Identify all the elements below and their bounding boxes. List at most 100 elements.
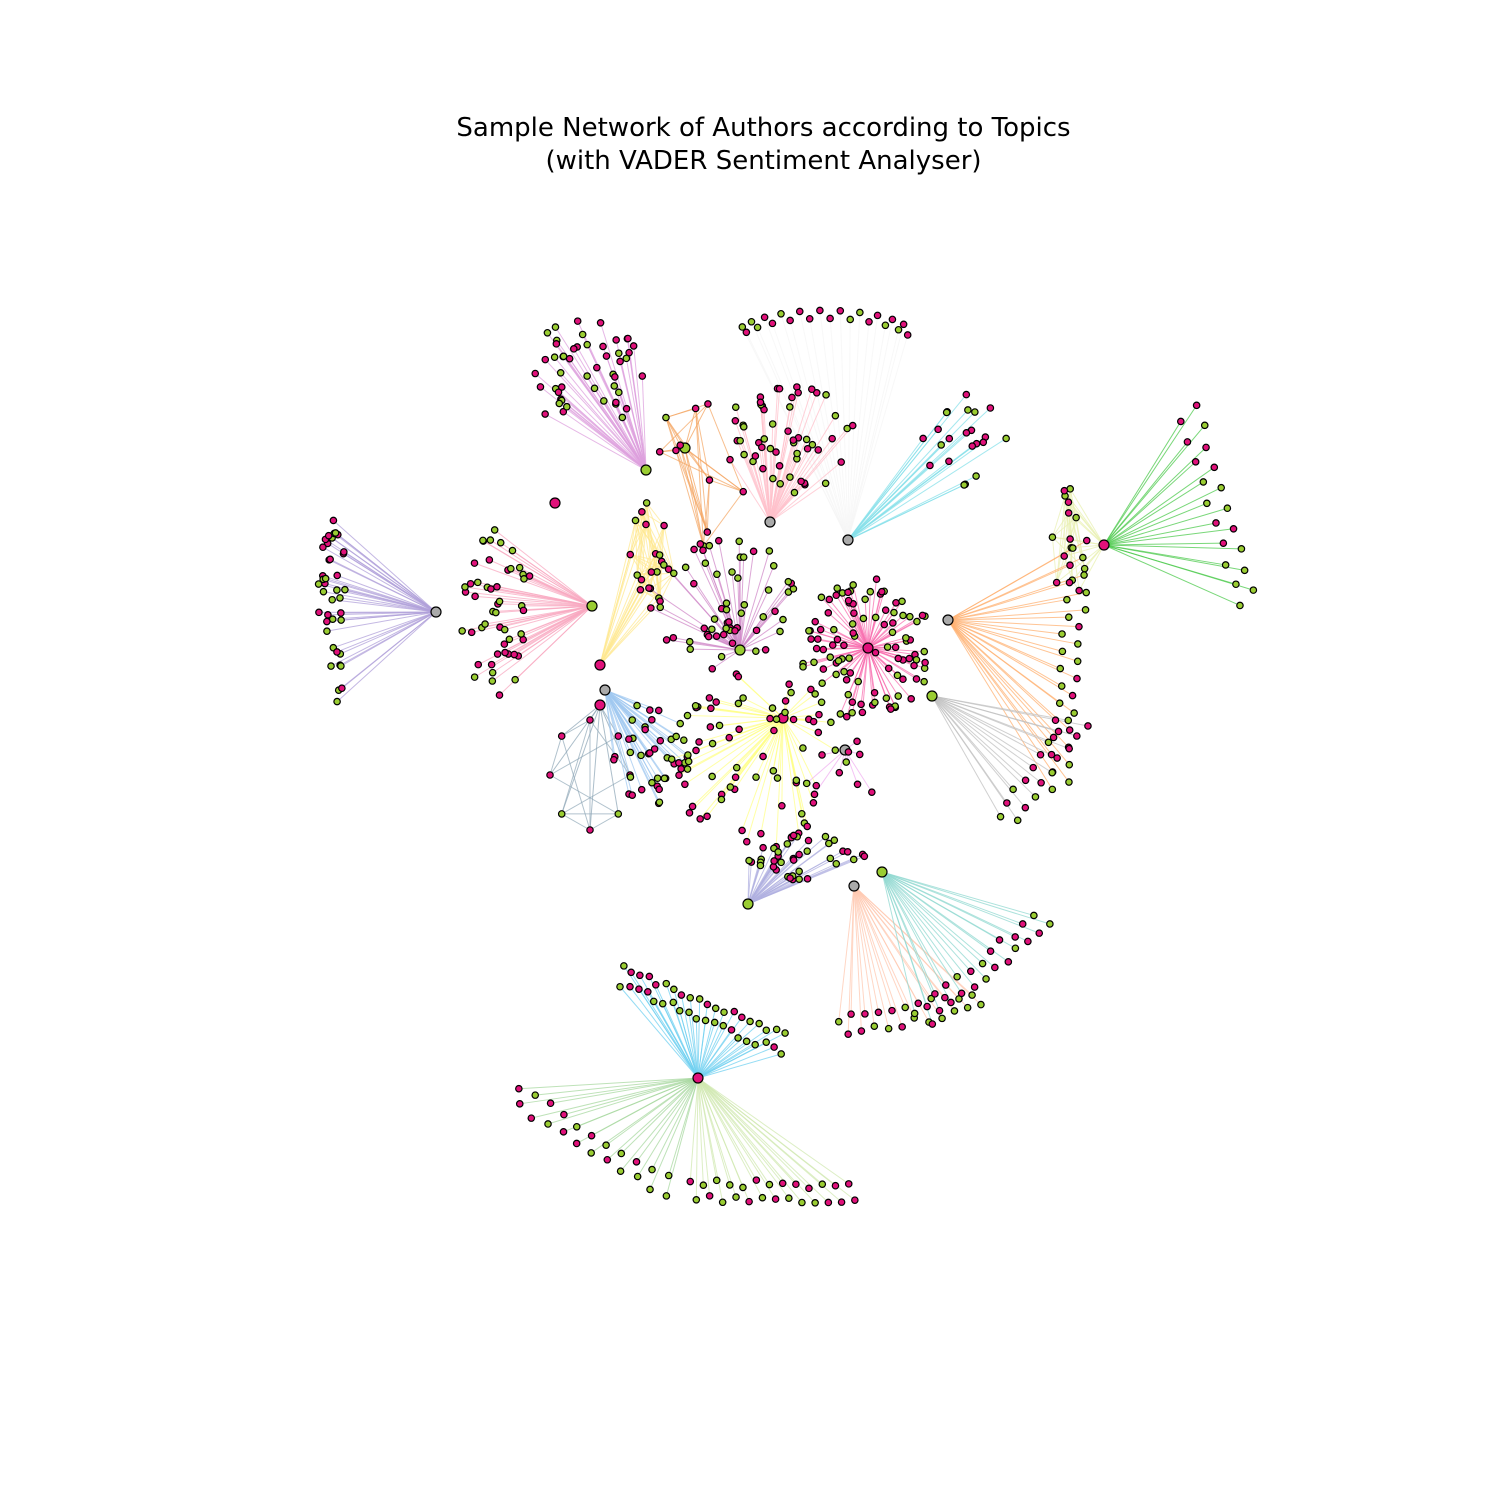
author-node [625, 735, 633, 743]
topic-edge [322, 546, 437, 613]
topic-edge [769, 392, 799, 523]
topic-edge [697, 1077, 763, 1198]
author-node [333, 571, 342, 580]
topic-edge [668, 1077, 699, 1176]
author-node [531, 369, 540, 378]
topic-edge [679, 1010, 699, 1079]
topic-edge [709, 697, 784, 719]
author-node [1229, 525, 1238, 533]
topic-edge [604, 689, 677, 737]
topic-edge [697, 1077, 829, 1203]
author-node [726, 783, 735, 791]
author-node [831, 746, 840, 754]
topic-edge [867, 637, 906, 649]
author-node [573, 317, 582, 325]
author-node [1057, 682, 1066, 690]
author-node [945, 434, 954, 443]
topic-edge [340, 611, 437, 614]
author-node [739, 423, 748, 431]
author-node [543, 328, 552, 337]
author-node [760, 313, 769, 322]
author-node [843, 848, 852, 856]
author-node [559, 352, 568, 361]
topic-edge [629, 511, 643, 555]
topic-edge [739, 631, 781, 651]
author-node [616, 982, 624, 991]
author-node [850, 609, 858, 617]
author-node [810, 658, 818, 667]
author-node [1046, 920, 1054, 928]
topic-edge [646, 502, 665, 526]
topic-edge [867, 647, 899, 697]
author-node [941, 993, 949, 1002]
topic-edge [853, 885, 906, 1008]
topic-edge [747, 860, 750, 905]
author-node [814, 728, 823, 737]
topic-hub-node [734, 644, 746, 656]
topic-edge [931, 695, 1058, 759]
topic-edge [606, 1077, 699, 1161]
author-node [739, 487, 748, 496]
author-node [848, 698, 857, 706]
chart-title: Sample Network of Authors according to T… [0, 112, 1500, 178]
topic-edge [782, 717, 836, 751]
author-node [760, 435, 769, 443]
topic-edge [789, 320, 849, 541]
author-node [769, 561, 778, 570]
topic-edge [712, 717, 784, 745]
topic-edge [1051, 495, 1066, 538]
author-node [1191, 458, 1200, 466]
author-node [799, 744, 807, 752]
author-node [1082, 536, 1091, 545]
author-node [802, 435, 811, 444]
author-node [977, 1000, 985, 1009]
topic-edge [1103, 481, 1204, 546]
author-node [836, 306, 845, 315]
author-node [816, 306, 824, 315]
topic-edge [688, 1012, 699, 1079]
author-node [603, 1155, 612, 1164]
author-node [825, 839, 833, 848]
author-node [562, 402, 571, 411]
author-node [541, 410, 549, 418]
topic-edge [689, 1077, 699, 1182]
author-node [705, 1192, 714, 1200]
topic-edge [576, 1077, 699, 1128]
topic-edge [881, 871, 952, 1003]
topic-hub-node [942, 614, 954, 626]
topic-edge [881, 871, 987, 980]
author-node [842, 712, 851, 721]
author-node [853, 780, 862, 789]
author-node [1203, 499, 1211, 508]
author-node [758, 1193, 767, 1202]
author-node [510, 650, 518, 659]
author-node [1072, 513, 1080, 522]
author-node [323, 627, 331, 635]
author-node [690, 545, 698, 554]
topic-edge [620, 1077, 699, 1154]
author-node [846, 315, 855, 324]
author-node [982, 975, 990, 983]
author-node [811, 1199, 819, 1207]
topic-edge [860, 647, 869, 705]
author-node [972, 472, 980, 480]
author-node [527, 1114, 536, 1122]
topic-edge [484, 605, 593, 625]
author-node [641, 725, 649, 734]
author-node [677, 991, 686, 999]
author-node [738, 323, 747, 331]
author-node [685, 1008, 693, 1017]
topic-edge [838, 885, 855, 1022]
author-node [1063, 595, 1071, 604]
topic-edge [1052, 536, 1086, 570]
topic-edge [665, 408, 696, 419]
author-node [648, 716, 656, 724]
topic-edge [687, 717, 784, 770]
topic-edge [931, 695, 1042, 784]
author-node [1080, 571, 1088, 579]
topic-edge [684, 717, 784, 785]
author-node [616, 357, 624, 366]
author-node [586, 826, 594, 834]
author-node [770, 1043, 778, 1051]
author-node [812, 781, 821, 790]
